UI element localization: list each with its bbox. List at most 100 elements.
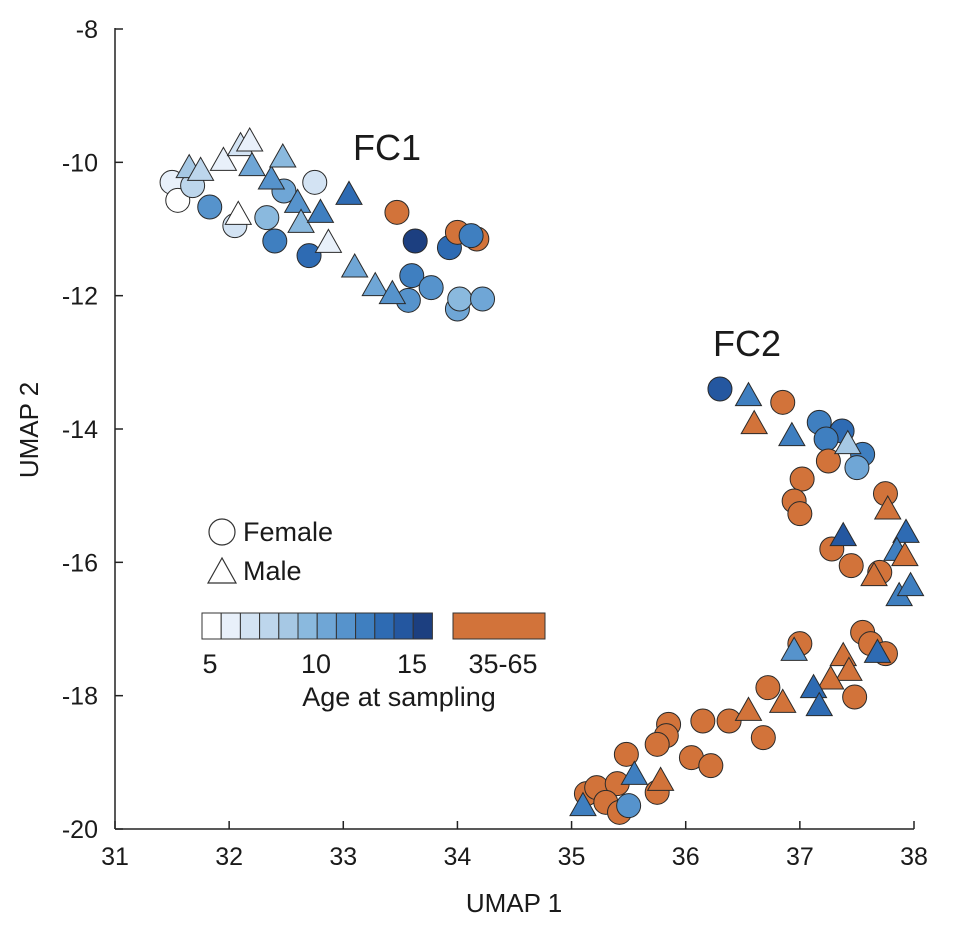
x-tick-label: 38 (900, 843, 928, 871)
male-point (863, 638, 892, 663)
male-point (740, 409, 769, 435)
x-axis: 31 32 33 34 35 36 37 38 (101, 821, 928, 871)
female-point (813, 426, 839, 452)
female-point (750, 725, 776, 751)
colorbar-tick-5: 5 (202, 649, 217, 679)
colorbar-swatch (412, 612, 433, 640)
male-point (620, 760, 649, 785)
y-tick-label: -8 (76, 16, 98, 44)
male-point (829, 641, 858, 667)
male-point (891, 541, 919, 567)
colorbar-swatch (297, 612, 318, 640)
male-point (799, 673, 828, 699)
colorbar-swatch (278, 612, 299, 640)
legend-female-label: Female (243, 517, 333, 547)
y-tick-label: -18 (62, 683, 98, 711)
male-point (835, 656, 863, 681)
x-tick-label: 35 (558, 843, 586, 871)
male-point (238, 151, 266, 177)
x-tick-label: 34 (444, 843, 472, 871)
male-point (361, 271, 390, 297)
y-tick-label: -12 (62, 283, 98, 311)
plot-markers (159, 126, 925, 825)
colorbar-swatch (201, 612, 222, 640)
colorbar-young (201, 612, 433, 640)
male-point (306, 198, 335, 223)
y-tick-label: -10 (62, 149, 98, 177)
male-point (805, 691, 834, 717)
female-point (402, 228, 428, 254)
female-point (789, 466, 815, 492)
x-tick-label: 36 (672, 843, 700, 871)
legend-female-marker (208, 518, 236, 546)
legend-male-label: Male (243, 556, 302, 586)
male-point (235, 126, 264, 152)
colorbar-swatch (335, 612, 357, 640)
colorbar-swatch (355, 612, 376, 640)
male-point (778, 421, 806, 447)
male-point (646, 766, 675, 791)
colorbar-swatch (220, 612, 241, 640)
female-point (690, 708, 716, 734)
male-point (268, 142, 297, 168)
female-point (613, 741, 639, 767)
female-point (458, 223, 484, 249)
male-point (780, 636, 809, 661)
female-point (770, 389, 796, 415)
female-point (698, 753, 724, 779)
female-point (262, 228, 288, 254)
female-point (470, 286, 496, 312)
colorbar-old (452, 612, 546, 640)
x-tick-label: 32 (215, 843, 243, 871)
female-point (418, 275, 444, 301)
colorbar-title: Age at sampling (302, 682, 496, 712)
x-tick-label: 31 (101, 843, 129, 871)
female-point (296, 243, 322, 269)
male-point (860, 561, 888, 587)
male-point (209, 146, 238, 171)
female-point (644, 731, 670, 757)
y-tick-label: -16 (62, 549, 98, 577)
female-point (844, 455, 870, 481)
female-point (787, 501, 813, 527)
y-tick-label: -14 (62, 416, 98, 444)
female-point (447, 286, 473, 312)
male-point (378, 279, 407, 305)
male-point (287, 208, 315, 233)
male-point (340, 252, 369, 278)
male-point (335, 180, 363, 205)
female-point (254, 205, 280, 231)
y-tick-label: -20 (62, 816, 98, 844)
male-point (873, 494, 902, 520)
y-axis: -20 -18 -16 -14 -12 -10 -8 (62, 16, 123, 844)
female-point (302, 169, 328, 195)
male-point (569, 791, 597, 817)
legend: Female Male 5 10 15 35-65 Age at samplin… (201, 517, 546, 712)
male-point (257, 164, 286, 190)
female-point (842, 684, 868, 710)
colorbar-tick-10: 10 (301, 649, 331, 679)
male-point (833, 429, 862, 455)
male-point (896, 571, 925, 597)
female-point (707, 376, 733, 402)
female-point (399, 263, 425, 289)
male-point (224, 200, 253, 225)
colorbar-tick-15: 15 (397, 649, 427, 679)
colorbar-swatch (259, 612, 280, 640)
male-point (734, 696, 763, 721)
x-axis-title: UMAP 1 (466, 888, 562, 918)
colorbar-swatch (316, 612, 337, 640)
colorbar-swatch (393, 612, 414, 640)
colorbar-swatch (374, 612, 395, 640)
female-point (197, 194, 223, 220)
colorbar-old-label: 35-65 (468, 649, 537, 679)
male-point (734, 381, 763, 407)
female-point (716, 708, 742, 734)
x-tick-label: 33 (329, 843, 357, 871)
female-point (838, 553, 864, 579)
colorbar-swatch (239, 612, 261, 640)
male-point (768, 688, 797, 713)
cluster-label-fc2: FC2 (713, 323, 781, 364)
male-point (186, 156, 215, 181)
